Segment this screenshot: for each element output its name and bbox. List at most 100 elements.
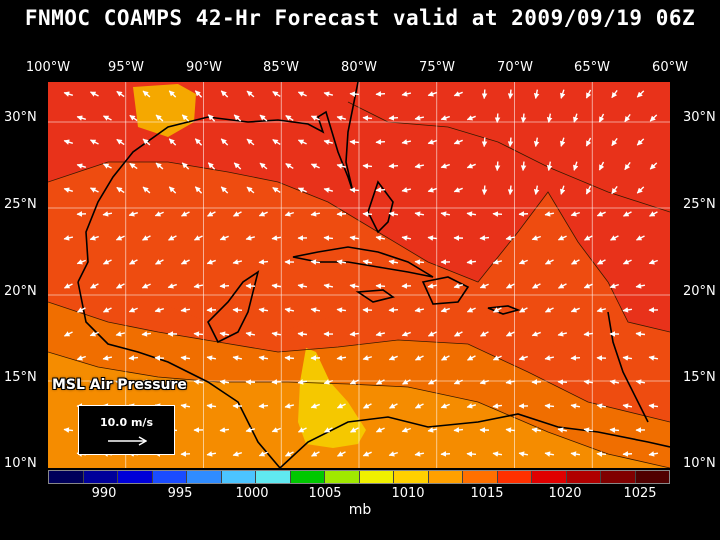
wind-vector [206,259,216,265]
wind-vector [336,115,347,121]
wind-vector [323,379,333,385]
wind-vector [557,427,568,433]
pressure-colorbar [48,470,670,484]
wind-vector [284,355,295,361]
wind-vector [427,379,437,385]
wind-vector [440,403,450,409]
wind-vector [505,427,516,433]
wind-vector [375,187,386,193]
wind-vector [636,138,645,146]
wind-vector [520,113,527,124]
wind-vector [63,187,74,193]
wind-vector [375,283,386,289]
wind-vector [440,211,451,217]
wind-vector [505,331,515,337]
wind-vector [245,427,256,433]
wind-vector [336,403,346,409]
wind-vector [167,283,177,289]
wind-vector [258,355,269,361]
wind-vector [233,211,242,217]
wind-vector [609,283,619,289]
wind-vector [598,113,605,123]
wind-vector [246,90,255,98]
lat-label-10n-left: 10°N [4,456,37,471]
wind-vector [219,331,230,337]
wind-vector [206,403,217,409]
wind-vector [427,187,437,193]
wind-vector [441,355,450,361]
wind-vector [323,283,334,289]
wind-vector [193,235,203,241]
wind-vector [402,379,411,385]
lat-label-15n-right: 15°N [683,370,716,385]
wind-vector [245,235,256,241]
wind-vector [232,259,243,265]
wind-vector [453,91,463,97]
wind-vector [388,259,399,265]
wind-vector [389,403,398,409]
wind-vector [546,113,553,123]
wind-vector [349,331,360,337]
wind-vectors [63,89,659,457]
wind-vector [648,259,658,265]
lon-label-100w: 100°W [25,60,71,75]
wind-vector [194,90,203,98]
colorbar-cell [497,471,532,483]
lat-label-15n-left: 15°N [4,370,37,385]
wind-vector [427,283,438,289]
wind-vector [570,211,580,217]
wind-vector [427,91,437,97]
wind-vector [336,259,347,265]
wind-vector [573,113,579,123]
wind-vector [388,211,399,217]
wind-vector [63,283,73,289]
wind-vector [155,259,164,265]
wind-vector [168,186,177,194]
wind-vector [466,211,477,217]
wind-vector [375,91,386,97]
wind-vector [648,451,659,457]
wind-vector [180,307,191,313]
wind-vector [219,379,230,385]
wind-vector [492,403,503,409]
wind-vector [246,138,255,146]
wind-vector [168,90,177,98]
wind-vector [89,91,99,97]
colorbar-cell [256,471,291,483]
wind-vector [154,307,165,313]
wind-vector [519,307,528,313]
wind-vector [649,211,658,217]
wind-vector [219,427,230,433]
wind-vector [76,355,86,361]
wind-vector [311,451,320,457]
wind-vector [116,186,125,194]
lon-label-65w: 65°W [574,60,610,75]
wind-vector [453,379,463,385]
wind-vector [271,235,282,241]
wind-vector [115,235,125,241]
reference-arrow-icon [108,436,147,446]
wind-vector [193,331,204,337]
colorbar-cell [359,471,394,483]
wind-vector [375,427,385,433]
wind-vector [571,259,580,265]
wind-vector [323,187,334,193]
wind-vector [141,331,152,337]
colorbar-units: mb [348,502,372,518]
reference-vector-box: 10.0 m/s [78,405,175,455]
wind-vector [505,283,515,289]
wind-vector [63,331,73,337]
wind-vector [336,355,347,361]
wind-vector [362,355,373,361]
wind-vector [115,331,126,337]
wind-vector [285,162,294,170]
wind-vector [76,259,86,265]
wind-vector [349,187,360,193]
wind-vector [453,187,463,193]
wind-vector [362,211,373,217]
wind-vector [609,379,620,385]
lat-label-20n-right: 20°N [683,284,716,299]
colorbar-label-1005: 1005 [308,486,342,501]
wind-vector [544,451,555,457]
wind-vector [492,355,502,361]
